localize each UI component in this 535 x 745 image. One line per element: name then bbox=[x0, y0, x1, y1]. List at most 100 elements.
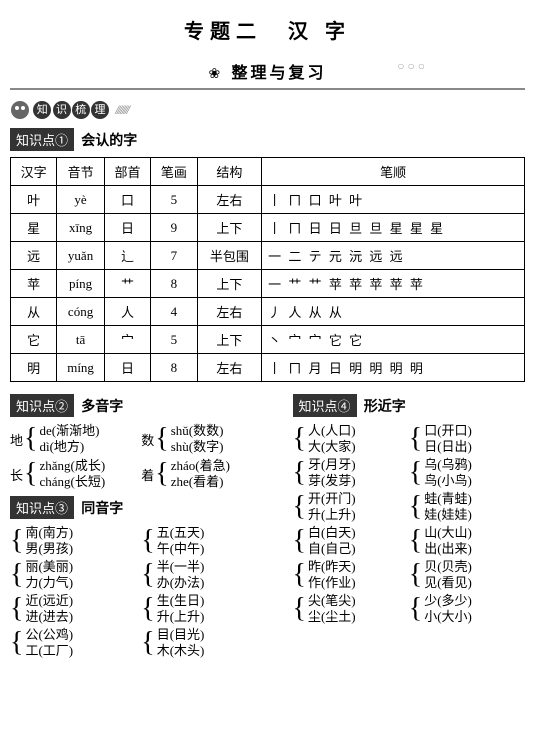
brace-line: 五(五天) bbox=[157, 525, 205, 541]
banner-char: 理 bbox=[91, 101, 109, 119]
homophone-group: {近(远近)进(进去) bbox=[10, 593, 141, 625]
kp3-label: 知识点③ bbox=[10, 496, 74, 519]
brace-lines: shǔ(数数)shù(数字) bbox=[171, 423, 224, 455]
brace-line: 口(开口) bbox=[424, 423, 472, 439]
brace-lines: de(渐渐地)dì(地方) bbox=[39, 423, 99, 455]
table-cell: 远 bbox=[11, 242, 57, 270]
brace-group: {牙(月牙)芽(发芽) bbox=[293, 457, 356, 489]
table-cell: 一 艹 艹 苹 苹 苹 苹 苹 bbox=[262, 270, 525, 298]
brace-line: 公(公鸡) bbox=[25, 627, 73, 643]
kp1-title: 会认的字 bbox=[81, 134, 137, 149]
table-cell: 人 bbox=[104, 298, 150, 326]
similar-group: {人(人口)大(大家) bbox=[293, 423, 409, 455]
brace-icon: { bbox=[24, 425, 37, 453]
polyphonic-row: 长{zhǎng(成长)cháng(长短) 着{zháo(着急)zhe(看着) bbox=[10, 458, 273, 490]
table-header: 音节 bbox=[57, 158, 104, 186]
brace-icon: { bbox=[293, 459, 306, 487]
flower-icon: ❀ bbox=[209, 66, 221, 83]
brace-line: 牙(月牙) bbox=[308, 457, 356, 473]
brace-line: 蛙(青蛙) bbox=[424, 491, 472, 507]
table-cell: 丿 人 从 从 bbox=[262, 298, 525, 326]
page-title: 专题二 汉 字 bbox=[10, 15, 525, 44]
table-cell: tā bbox=[57, 326, 104, 354]
homophone-row: {南(南方)男(男孩){五(五天)午(中午) bbox=[10, 525, 273, 557]
homophone-row: {近(远近)进(进去){生(生日)升(上升) bbox=[10, 593, 273, 625]
kp4-header: 知识点④ 形近字 bbox=[293, 394, 526, 417]
table-cell: 左右 bbox=[197, 186, 262, 214]
table-cell: 一 二 テ 元 沅 远 远 bbox=[262, 242, 525, 270]
brace-icon: { bbox=[141, 527, 154, 555]
brace-lines: 乌(乌鸦)鸟(小鸟) bbox=[424, 457, 472, 489]
brace-lines: 山(大山)出(出来) bbox=[424, 525, 472, 557]
brace-line: 娃(娃娃) bbox=[424, 507, 472, 523]
brace-line: 南(南方) bbox=[25, 525, 73, 541]
similar-row: {牙(月牙)芽(发芽){乌(乌鸦)鸟(小鸟) bbox=[293, 457, 526, 489]
table-cell: 8 bbox=[151, 354, 197, 382]
polyphonic-group: 数{shǔ(数数)shù(数字) bbox=[141, 423, 272, 455]
homophone-row: {丽(美丽)力(力气){半(一半)办(办法) bbox=[10, 559, 273, 591]
table-cell: 辶 bbox=[104, 242, 150, 270]
brace-line: 力(力气) bbox=[25, 575, 73, 591]
table-cell: 丶 宀 宀 它 它 bbox=[262, 326, 525, 354]
brace-icon: { bbox=[141, 629, 154, 657]
similar-row: {白(白天)自(自己){ 山(大山)出(出来) bbox=[293, 525, 526, 557]
brace-lines: 白(白天)自(自己) bbox=[308, 525, 356, 557]
brace-group: {贝(贝壳)见(看见) bbox=[409, 559, 472, 591]
brace-icon: { bbox=[10, 629, 23, 657]
table-header: 笔画 bbox=[151, 158, 197, 186]
brace-icon: { bbox=[293, 527, 306, 555]
brace-icon: { bbox=[155, 460, 168, 488]
table-row: 苹píng艹8上下一 艹 艹 苹 苹 苹 苹 苹 bbox=[11, 270, 525, 298]
brace-line: 白(白天) bbox=[308, 525, 356, 541]
brace-prefix: 数 bbox=[141, 430, 154, 449]
similar-group: {少(多少)小(大小) bbox=[409, 593, 525, 625]
table-cell: 左右 bbox=[197, 354, 262, 382]
table-cell: 半包围 bbox=[197, 242, 262, 270]
table-cell: 5 bbox=[151, 326, 197, 354]
brace-group: {目(目光)木(木头) bbox=[141, 627, 204, 659]
brace-lines: 半(一半)办(办法) bbox=[157, 559, 205, 591]
brace-line: 开(开门) bbox=[308, 491, 356, 507]
brace-group: {白(白天)自(自己) bbox=[293, 525, 356, 557]
brace-lines: zháo(着急)zhe(看着) bbox=[171, 458, 230, 490]
brace-group: {丽(美丽)力(力气) bbox=[10, 559, 73, 591]
table-row: 它tā宀5上下丶 宀 宀 它 它 bbox=[11, 326, 525, 354]
brace-line: 日(日出) bbox=[424, 439, 472, 455]
homophone-group: {目(目光)木(木头) bbox=[141, 627, 272, 659]
brace-group: {乌(乌鸦)鸟(小鸟) bbox=[409, 457, 472, 489]
brace-lines: 开(开门)升(上升) bbox=[308, 491, 356, 523]
brace-line: 出(出来) bbox=[424, 541, 472, 557]
brace-lines: 南(南方)男(男孩) bbox=[25, 525, 73, 557]
table-cell: yuǎn bbox=[57, 242, 104, 270]
brace-line: 半(一半) bbox=[157, 559, 205, 575]
brace-line: 大(大家) bbox=[308, 439, 356, 455]
homophone-group: {五(五天)午(中午) bbox=[141, 525, 272, 557]
table-cell: xīng bbox=[57, 214, 104, 242]
brace-prefix: 着 bbox=[141, 465, 154, 484]
table-header: 笔顺 bbox=[262, 158, 525, 186]
brace-line: 尖(笔尖) bbox=[308, 593, 356, 609]
table-cell: 上下 bbox=[197, 270, 262, 298]
homophone-group: {南(南方)男(男孩) bbox=[10, 525, 141, 557]
brace-line: shǔ(数数) bbox=[171, 423, 224, 439]
brace-group: {昨(昨天)作(作业) bbox=[293, 559, 356, 591]
table-cell: 丨 ㄇ 月 日 明 明 明 明 bbox=[262, 354, 525, 382]
table-header: 部首 bbox=[104, 158, 150, 186]
brace-icon: { bbox=[293, 561, 306, 589]
brace-group: {生(生日)升(上升) bbox=[141, 593, 204, 625]
brace-line: 少(多少) bbox=[424, 593, 472, 609]
deco-dots-icon: ○ ○ ○ bbox=[397, 59, 425, 74]
table-cell: yè bbox=[57, 186, 104, 214]
table-cell: 苹 bbox=[11, 270, 57, 298]
brace-group: {少(多少)小(大小) bbox=[409, 593, 472, 625]
brace-lines: 五(五天)午(中午) bbox=[157, 525, 205, 557]
homophone-group: {生(生日)升(上升) bbox=[141, 593, 272, 625]
brace-lines: 近(远近)进(进去) bbox=[25, 593, 73, 625]
brace-group: {公(公鸡)工(工厂) bbox=[10, 627, 73, 659]
similar-group: {贝(贝壳)见(看见) bbox=[409, 559, 525, 591]
brace-group: {五(五天)午(中午) bbox=[141, 525, 204, 557]
brace-group: 长{zhǎng(成长)cháng(长短) bbox=[10, 458, 105, 490]
brace-line: 升(上升) bbox=[157, 609, 205, 625]
brace-line: de(渐渐地) bbox=[39, 423, 99, 439]
kp4-title: 形近字 bbox=[364, 400, 406, 415]
